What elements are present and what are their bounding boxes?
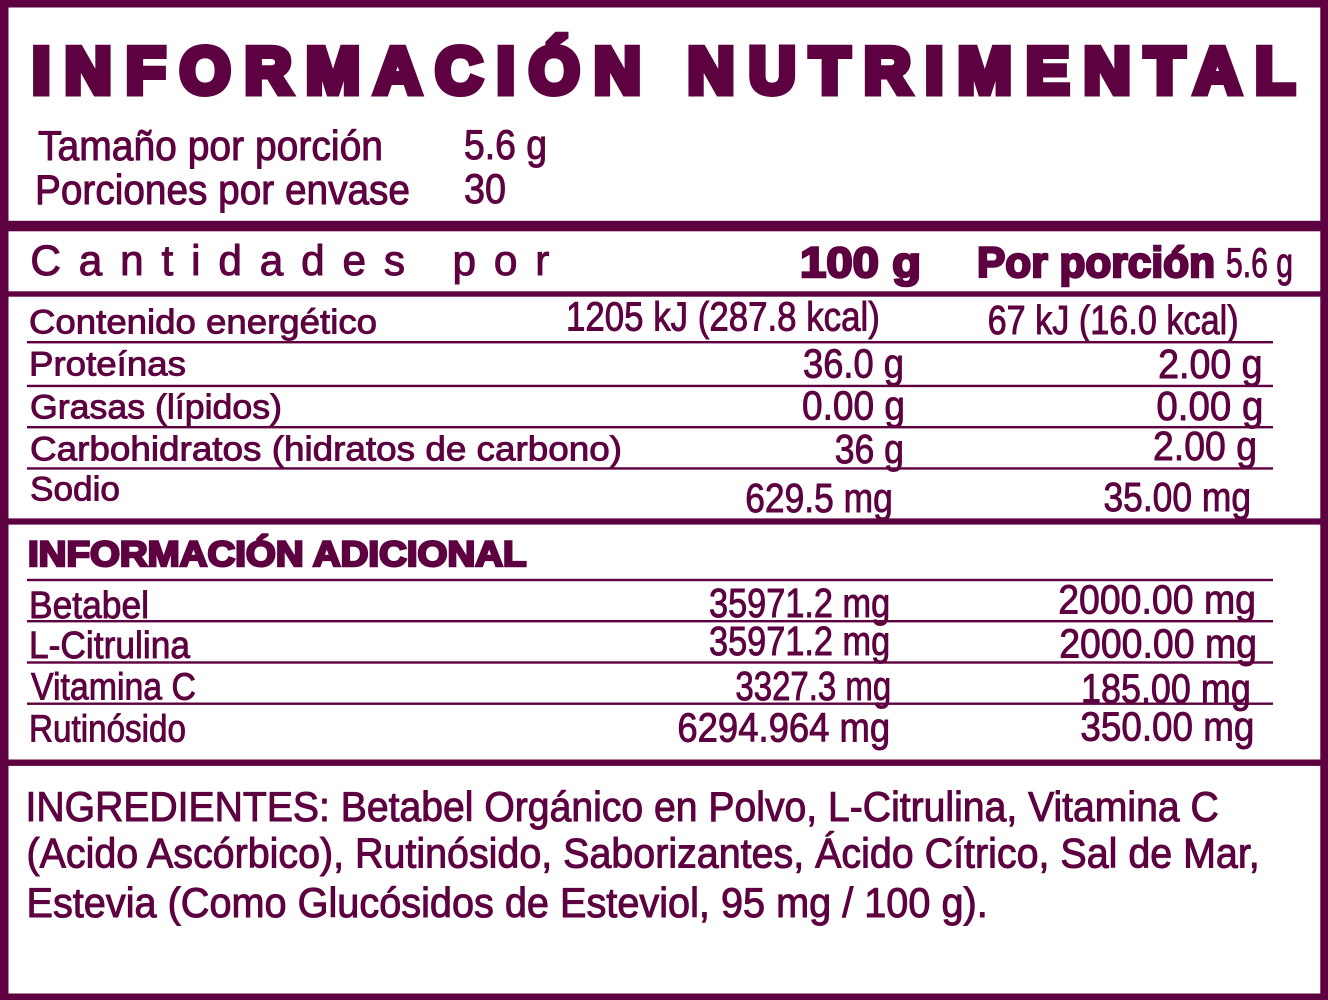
svg-text:Por porción: Por porción: [977, 239, 1215, 287]
svg-text:35.00 mg: 35.00 mg: [1104, 474, 1252, 520]
svg-text:Proteínas: Proteínas: [29, 346, 186, 384]
svg-text:Porciones por envase: Porciones por envase: [35, 166, 410, 213]
svg-text:5.6 g: 5.6 g: [464, 121, 547, 168]
svg-text:Rutinósido: Rutinósido: [29, 709, 186, 751]
svg-text:35971.2 mg: 35971.2 mg: [709, 618, 890, 664]
svg-text:0.00 g: 0.00 g: [802, 382, 905, 428]
svg-text:2.00 g: 2.00 g: [1158, 341, 1263, 387]
svg-text:2000.00 mg: 2000.00 mg: [1058, 576, 1256, 622]
svg-text:L-Citrulina: L-Citrulina: [29, 625, 191, 667]
svg-text:Betabel: Betabel: [29, 585, 149, 627]
svg-text:Tamaño por porción: Tamaño por porción: [38, 122, 383, 169]
svg-text:67 kJ (16.0 kcal): 67 kJ (16.0 kcal): [988, 297, 1239, 343]
svg-text:6294.964 mg: 6294.964 mg: [677, 704, 890, 750]
svg-text:Grasas (lípidos): Grasas (lípidos): [30, 389, 282, 427]
svg-text:Vitamina C: Vitamina C: [31, 667, 196, 709]
svg-text:Cantidades por: Cantidades por: [30, 237, 549, 284]
svg-text:Carbohidratos (hidratos de car: Carbohidratos (hidratos de carbono): [30, 431, 622, 469]
svg-text:INFORMACIÓN NUTRIMENTAL: INFORMACIÓN NUTRIMENTAL: [32, 34, 1295, 107]
svg-text:36 g: 36 g: [835, 426, 904, 472]
svg-text:2.00 g: 2.00 g: [1153, 423, 1257, 469]
svg-text:36.0 g: 36.0 g: [803, 340, 904, 386]
svg-text:INFORMACIÓN ADICIONAL: INFORMACIÓN ADICIONAL: [28, 534, 527, 574]
svg-text:(Acido Ascórbico), Rutinósido,: (Acido Ascórbico), Rutinósido, Saborizan…: [27, 830, 1260, 877]
svg-text:185.00 mg: 185.00 mg: [1081, 666, 1251, 712]
svg-text:350.00 mg: 350.00 mg: [1080, 703, 1254, 749]
svg-text:35971.2 mg: 35971.2 mg: [709, 580, 890, 626]
svg-text:100 g: 100 g: [800, 239, 921, 287]
svg-text:2000.00 mg: 2000.00 mg: [1059, 621, 1257, 667]
svg-text:0.00 g: 0.00 g: [1156, 383, 1263, 429]
svg-text:3327.3 mg: 3327.3 mg: [735, 663, 891, 709]
svg-text:629.5 mg: 629.5 mg: [745, 475, 893, 521]
svg-text:INGREDIENTES: Betabel Orgánico: INGREDIENTES: Betabel Orgánico en Polvo,…: [26, 783, 1219, 830]
svg-text:5.6 g: 5.6 g: [1226, 239, 1293, 286]
svg-text:Contenido energético: Contenido energético: [29, 304, 377, 342]
svg-text:Sodio: Sodio: [30, 471, 120, 509]
svg-text:30: 30: [464, 165, 506, 212]
svg-text:1205 kJ (287.8 kcal): 1205 kJ (287.8 kcal): [566, 294, 880, 340]
svg-text:Estevia (Como Glucósidos de Es: Estevia (Como Glucósidos de Esteviol, 95…: [27, 879, 988, 926]
